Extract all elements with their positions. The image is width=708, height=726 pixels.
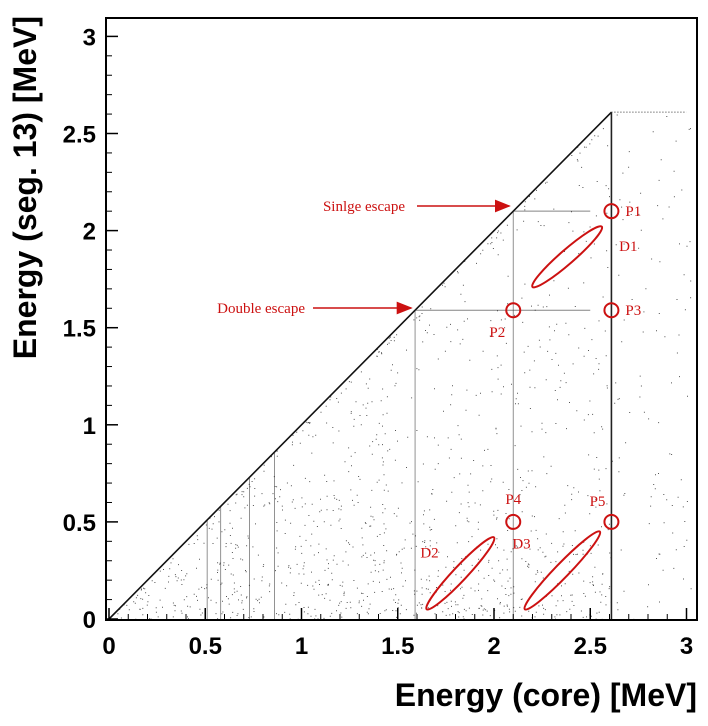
spectral-lines <box>108 111 687 620</box>
marker-p5 <box>603 513 620 530</box>
region-ellipses: D1 D2 D3 <box>420 225 637 611</box>
y-tick-label: 0.5 <box>63 510 96 537</box>
region-label-d2: D2 <box>420 545 438 561</box>
marker-p3 <box>603 302 620 319</box>
marker-p4 <box>505 513 522 530</box>
marker-p2 <box>505 302 522 319</box>
diagonal-edge-line <box>108 111 612 620</box>
marker-label-p4: P4 <box>505 492 521 508</box>
annotations: Sinlge escape Double escape <box>217 199 511 317</box>
marker-p1 <box>603 203 620 220</box>
region-d3 <box>523 530 602 611</box>
y-axis-title: Energy (seg. 13) [MeV] <box>7 16 43 359</box>
axis-ticks: 0 0.5 1 1.5 2 2.5 3 0 0.5 1 1.5 2 2.5 3 <box>63 24 694 660</box>
marker-label-p5: P5 <box>590 494 606 510</box>
double-escape-label: Double escape <box>217 301 305 317</box>
x-tick-label: 0 <box>102 633 115 660</box>
marker-label-p3: P3 <box>625 303 641 319</box>
region-d1 <box>531 225 604 289</box>
plot-frame <box>105 17 698 621</box>
y-tick-label: 2.5 <box>63 122 96 149</box>
y-tick-label: 2 <box>83 219 96 246</box>
region-label-d3: D3 <box>512 536 530 552</box>
x-tick-label: 2 <box>487 633 500 660</box>
marker-label-p2: P2 <box>489 325 505 341</box>
marker-label-p1: P1 <box>625 204 641 220</box>
region-d2 <box>425 536 496 611</box>
x-axis-title: Energy (core) [MeV] <box>395 677 697 713</box>
x-tick-label: 2.5 <box>574 633 607 660</box>
x-tick-label: 1 <box>295 633 308 660</box>
single-escape-label: Sinlge escape <box>323 199 405 215</box>
peak-markers: P1 P2 P3 P4 P5 <box>489 203 641 530</box>
x-tick-label: 0.5 <box>189 633 222 660</box>
y-tick-label: 1.5 <box>63 316 96 343</box>
y-tick-label: 3 <box>83 24 96 51</box>
x-tick-label: 3 <box>680 633 693 660</box>
y-tick-label: 0 <box>83 607 96 634</box>
region-label-d1: D1 <box>619 239 637 255</box>
x-tick-label: 1.5 <box>381 633 414 660</box>
y-tick-label: 1 <box>83 413 96 440</box>
